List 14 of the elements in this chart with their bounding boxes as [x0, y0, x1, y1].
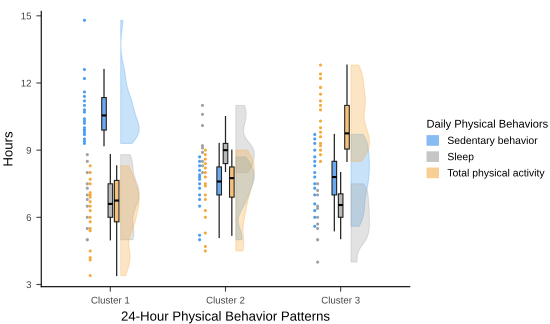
y-tick-label: 12 [21, 80, 32, 87]
legend-title: Daily Physical Behaviors [427, 120, 548, 130]
y-tick-label: 6 [26, 214, 32, 221]
x-tick-label: Cluster 3 [322, 296, 360, 304]
legend-label: Total physical activity [448, 168, 545, 179]
y-axis-title: Hours [3, 132, 13, 166]
y-tick-label: 3 [26, 281, 32, 288]
y-tick-label: 15 [21, 12, 32, 20]
legend-label: Sedentary behavior [448, 136, 538, 146]
x-axis-title: 24-Hour Physical Behavior Patterns [122, 311, 330, 324]
x-tick-label: Cluster 2 [206, 296, 244, 304]
legend-label: Sleep [448, 152, 474, 162]
y-tick-label: 9 [26, 146, 32, 154]
x-tick-label: Cluster 1 [91, 296, 130, 304]
